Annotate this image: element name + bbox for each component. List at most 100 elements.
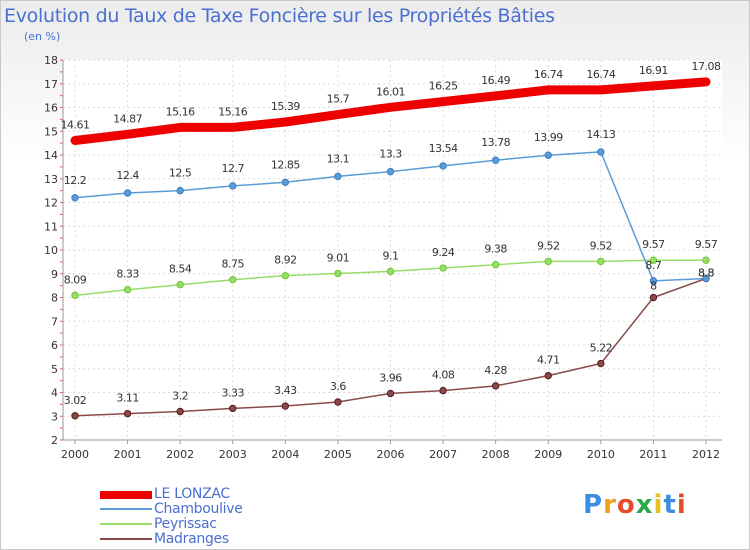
data-point [386,167,395,176]
data-label: 3.43 [274,384,297,397]
data-label: 9.1 [383,249,399,262]
data-point [176,407,184,416]
data-point [123,189,132,197]
data-point [649,277,658,285]
data-point [386,267,395,276]
data-label: 16.01 [376,85,405,98]
logo-letter: o [616,490,636,520]
data-label: 9.52 [590,239,613,252]
legend-swatch-le-lonzac [100,491,152,499]
y-tick-label: 5 [51,363,58,376]
data-point [649,293,658,302]
data-label: 13.99 [534,131,563,144]
chart-title: Evolution du Taux de Taxe Foncière sur l… [4,5,555,27]
data-label: 3.96 [379,371,402,384]
y-tick-label: 8 [51,292,58,305]
x-tick-label: 2008 [482,448,510,461]
x-tick-label: 2001 [114,448,142,461]
chart-subtitle: (en %) [24,30,61,43]
x-tick-label: 2005 [324,448,352,461]
data-label: 13.1 [327,152,350,165]
data-label: 8.33 [116,268,139,281]
data-point [597,257,605,266]
data-point [544,371,552,380]
data-label: 17.08 [692,60,721,73]
data-point [71,194,79,202]
data-label: 4.08 [432,369,455,382]
data-point [702,256,710,264]
data-label: 16.25 [429,80,458,93]
logo-letter: P [583,490,604,520]
data-point [123,409,132,418]
data-label: 3.2 [172,390,188,403]
data-label: 16.49 [481,74,510,87]
y-tick-label: 2 [51,434,58,447]
legend-label-madranges: Madranges [154,531,229,547]
data-label: 13.3 [379,148,402,161]
data-point [649,256,658,264]
y-tick-label: 9 [51,268,58,281]
data-point [439,264,447,272]
data-point [334,172,342,181]
data-point [439,162,447,170]
data-label: 16.74 [586,68,615,81]
y-tick-label: 11 [44,220,58,233]
x-tick-label: 2009 [534,448,562,461]
legend-swatch-peyrissac [100,523,152,525]
data-label: 5.22 [590,342,613,355]
data-label: 8.09 [64,273,87,286]
data-label: 13.78 [481,136,510,149]
data-point [71,412,79,420]
logo-letter: r [603,490,617,520]
y-tick-label: 16 [44,102,58,115]
data-point [597,148,605,156]
legend-swatch-madranges [100,538,152,540]
data-point [544,151,552,159]
data-label: 8.92 [274,254,297,267]
data-label: 9.57 [642,238,665,251]
data-label: 16.74 [534,68,563,81]
legend-label-le-lonzac: LE LONZAC [154,486,230,502]
legend-label-peyrissac: Peyrissac [154,516,217,532]
data-label: 3.11 [116,392,139,405]
data-point [176,280,184,289]
proxiti-logo: Proxiti [583,490,687,520]
data-point [544,257,552,266]
data-label: 12.85 [271,158,300,171]
data-label: 14.13 [586,128,615,141]
data-point [702,274,710,283]
data-label: 9.57 [695,238,718,251]
x-tick-label: 2002 [166,448,194,461]
data-point [123,285,132,294]
data-label: 15.7 [327,93,350,106]
y-tick-label: 3 [51,410,58,423]
data-point [281,402,290,410]
data-point [176,186,184,195]
data-label: 13.54 [429,142,458,155]
data-label: 8.7 [645,259,661,272]
data-point [229,182,237,190]
data-point [281,271,290,280]
x-tick-label: 2006 [377,448,405,461]
data-point [491,382,500,390]
data-label: 9.01 [327,252,350,265]
y-tick-label: 12 [44,197,58,210]
y-tick-label: 7 [51,315,58,328]
data-label: 12.5 [169,167,192,180]
data-label: 16.91 [639,64,668,77]
x-tick-label: 2010 [587,448,615,461]
data-point [71,291,79,300]
data-label: 8.75 [222,258,245,271]
data-point [439,386,447,395]
data-point [334,398,342,406]
data-point [334,269,342,278]
data-point [281,178,290,187]
data-label: 3.33 [222,386,245,399]
data-label: 15.39 [271,100,300,113]
legend-label-chamboulive: Chamboulive [154,501,243,517]
data-label: 8.54 [169,263,192,276]
y-tick-label: 15 [44,125,58,138]
data-label: 12.4 [116,169,139,182]
plot-area [63,60,722,440]
data-label: 3.02 [64,394,87,407]
